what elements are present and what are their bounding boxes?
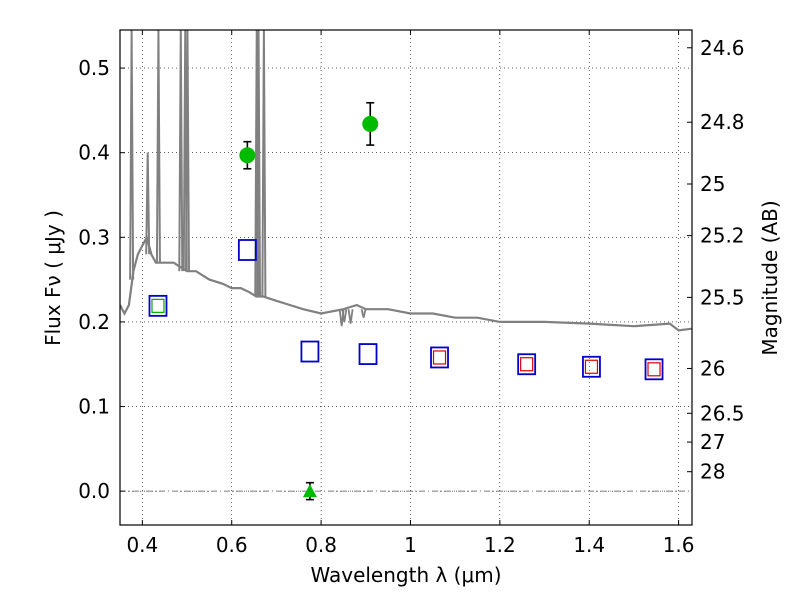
model-flux-square [430, 346, 449, 369]
absorption-feature [360, 309, 367, 318]
model-flux-square [358, 343, 378, 365]
absorption-feature [341, 309, 348, 323]
x-tick-label: 1.6 [663, 533, 695, 557]
emission-line [145, 152, 151, 255]
x-tick-label: 0.8 [305, 533, 337, 557]
y-tick-label: 0.1 [78, 395, 110, 419]
x-tick-label: 1 [404, 533, 417, 557]
filter-flux-square [647, 362, 661, 377]
model-flux-square [582, 355, 601, 378]
emission-line [129, 30, 135, 280]
y2-tick-label: 28 [700, 460, 725, 484]
model-flux-square [644, 358, 664, 381]
model-flux-square [517, 353, 537, 376]
y-axis-title: Flux Fν ( μJy ) [41, 210, 65, 346]
plot-frame [119, 29, 693, 526]
x-tick-label: 1.2 [484, 533, 516, 557]
y2-tick-label: 24.8 [700, 110, 745, 134]
filter-flux-square [584, 359, 599, 374]
y2-tick-label: 25.2 [700, 224, 745, 248]
plot-area [120, 30, 692, 501]
y2-axis-title: Magnitude (AB) [758, 200, 782, 355]
model-flux-square [300, 340, 320, 363]
y-tick-label: 0.0 [78, 479, 110, 503]
y2-tick-label: 26.5 [700, 401, 745, 425]
emission-line [155, 30, 161, 263]
emission-line [261, 30, 267, 297]
filter-flux-square [432, 350, 447, 365]
photometry-point-circle [362, 115, 379, 132]
y2-tick-label: 25 [700, 172, 725, 196]
emission-line [178, 30, 184, 272]
filter-flux-square [151, 298, 165, 313]
x-tick-label: 0.4 [126, 533, 158, 557]
x-tick-label: 0.6 [216, 533, 248, 557]
x-tick-label: 1.4 [573, 533, 605, 557]
model-flux-square [148, 294, 168, 317]
y-tick-label: 0.3 [78, 225, 110, 249]
emission-line [256, 30, 262, 297]
y2-tick-label: 27 [700, 430, 725, 454]
axis-ticks: 0.4 0.6 0.8 1 1.2 1.4 1.6 0.0 0.1 0.2 0.3 0.4 0.5 24.… [78, 30, 745, 557]
photometry-point-circle [239, 147, 256, 164]
y2-tick-label: 24.6 [700, 36, 745, 60]
y2-tick-label: 25.5 [700, 285, 745, 309]
y2-tick-label: 26 [700, 356, 725, 380]
emission-line [184, 30, 190, 272]
template-spectrum-continuum [120, 234, 692, 332]
y-tick-label: 0.4 [78, 141, 110, 165]
filter-flux-square [520, 357, 534, 372]
absorption-feature [347, 309, 354, 324]
x-axis-title: Wavelength λ (μm) [310, 563, 501, 587]
y-tick-label: 0.2 [78, 310, 110, 334]
grid-lines [120, 30, 692, 525]
upper-limit-triangle [302, 484, 317, 498]
model-flux-square [237, 239, 257, 261]
y-tick-label: 0.5 [78, 56, 110, 80]
